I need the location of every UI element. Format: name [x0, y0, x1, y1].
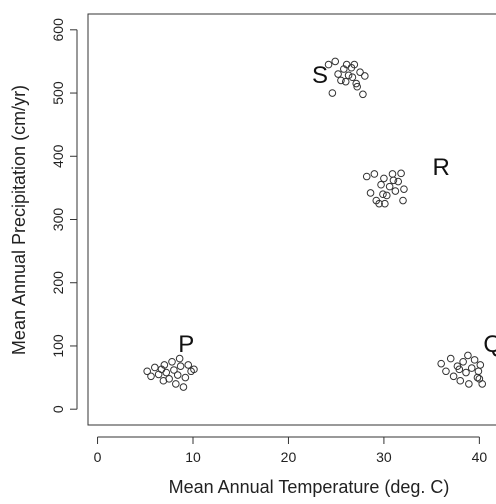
x-tick-label: 0	[94, 449, 102, 465]
data-point	[455, 365, 464, 374]
data-point	[467, 364, 476, 372]
cluster-label-p: P	[178, 331, 194, 358]
data-point	[179, 383, 188, 391]
x-axis-title: Mean Annual Temperature (deg. C)	[169, 477, 450, 497]
data-points	[143, 57, 487, 391]
data-point	[366, 189, 375, 197]
data-point	[359, 90, 367, 99]
data-point	[381, 199, 389, 208]
data-point	[361, 72, 369, 80]
plot-frame	[87, 13, 496, 426]
y-tick-label: 400	[50, 144, 66, 168]
data-point	[442, 367, 450, 376]
cluster-label-s: S	[312, 62, 328, 89]
data-point	[456, 376, 465, 385]
data-point	[370, 170, 379, 178]
data-point	[399, 196, 407, 205]
data-point	[175, 354, 184, 363]
data-point	[184, 361, 193, 369]
data-point	[459, 357, 467, 366]
data-point	[464, 351, 472, 360]
data-point	[176, 362, 185, 370]
data-point	[143, 367, 151, 376]
data-point	[379, 190, 387, 199]
y-tick-label: 500	[50, 81, 66, 105]
data-point	[470, 356, 479, 364]
x-tick-label: 10	[185, 449, 201, 465]
x-tick-label: 40	[472, 449, 488, 465]
y-tick-label: 200	[50, 271, 66, 295]
data-point	[394, 177, 403, 186]
data-point	[388, 170, 397, 178]
y-tick-label: 0	[50, 405, 66, 413]
data-point	[446, 354, 455, 363]
cluster-label-q: Q	[483, 331, 496, 358]
data-point	[162, 368, 171, 377]
data-point	[474, 367, 483, 376]
data-point	[382, 191, 391, 200]
data-point	[147, 372, 155, 381]
data-point	[190, 365, 198, 374]
y-axis-title: Mean Annual Precipitation (cm/yr)	[9, 85, 29, 355]
data-point	[160, 361, 169, 369]
data-point	[400, 185, 408, 193]
data-point	[362, 172, 371, 181]
data-point	[168, 357, 176, 366]
data-point	[462, 368, 470, 377]
cluster-label-r: R	[433, 154, 450, 181]
y-tick-label: 300	[50, 208, 66, 232]
data-point	[173, 371, 182, 379]
y-axis: 0 100 200 300 400 500 600	[50, 18, 78, 413]
data-point	[475, 375, 484, 383]
data-point	[170, 366, 178, 374]
y-tick-label: 100	[50, 334, 66, 358]
data-point	[181, 373, 190, 382]
data-point	[449, 372, 458, 381]
data-point	[465, 380, 473, 388]
cluster-labels: P Q R S	[178, 62, 496, 358]
data-point	[331, 57, 340, 66]
data-point	[353, 82, 361, 91]
x-tick-label: 30	[376, 449, 392, 465]
data-point	[391, 187, 400, 195]
data-point	[324, 60, 333, 69]
data-point	[389, 176, 398, 185]
data-point	[328, 89, 337, 97]
data-point	[151, 363, 159, 372]
data-point	[437, 359, 445, 368]
data-point	[337, 76, 345, 85]
data-point	[385, 182, 394, 191]
y-tick-label: 600	[50, 18, 66, 42]
data-point	[352, 79, 361, 88]
data-point	[172, 380, 180, 388]
data-point	[377, 180, 385, 189]
data-point	[356, 68, 364, 76]
data-point	[476, 361, 485, 369]
data-point	[334, 70, 342, 78]
x-axis: 0 10 20 30 40	[94, 436, 488, 465]
data-point	[397, 169, 405, 178]
data-point	[380, 174, 388, 183]
data-point	[159, 376, 168, 385]
data-point	[341, 77, 350, 86]
data-point	[350, 60, 359, 69]
data-point	[348, 73, 357, 82]
x-tick-label: 20	[281, 449, 297, 465]
data-point	[375, 199, 383, 208]
data-point	[344, 71, 353, 80]
